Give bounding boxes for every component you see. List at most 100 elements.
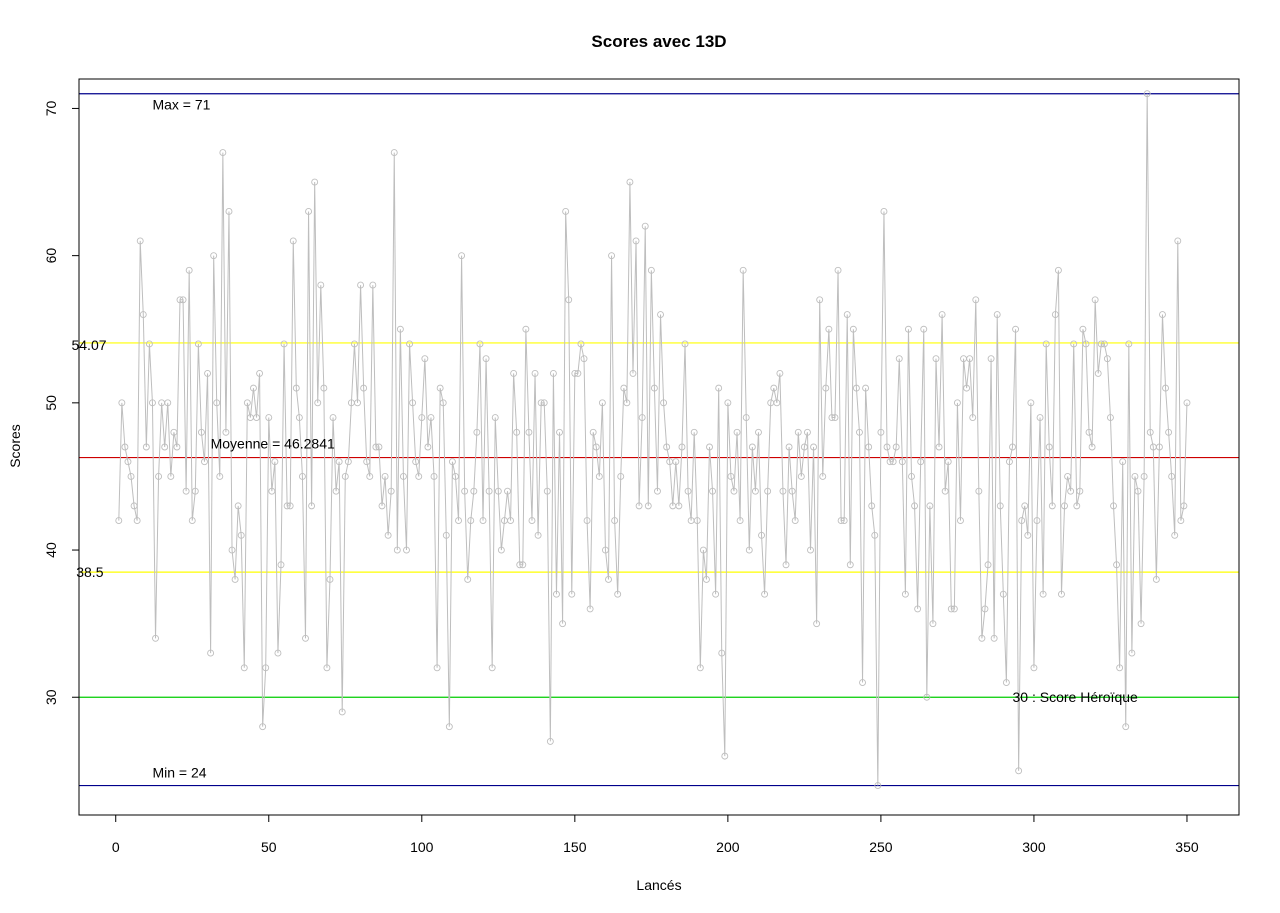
data-point: [387, 487, 395, 495]
data-point: [650, 384, 658, 392]
x-tick-label: 150: [563, 839, 587, 855]
data-point: [770, 384, 778, 392]
data-point: [329, 414, 337, 422]
x-tick-label: 200: [716, 839, 740, 855]
data-point: [1048, 502, 1056, 510]
data-point: [987, 355, 995, 363]
y-axis: 30 40 50 60 70: [43, 100, 80, 705]
data-point: [678, 443, 686, 451]
data-point: [323, 664, 331, 672]
data-point: [1033, 517, 1041, 525]
data-point: [540, 399, 548, 407]
data-point: [782, 561, 790, 569]
data-point: [292, 384, 300, 392]
data-point: [785, 443, 793, 451]
data-point: [779, 487, 787, 495]
y-tick-label: 30: [43, 689, 59, 705]
data-point: [136, 237, 144, 245]
data-point: [654, 487, 661, 495]
data-point: [862, 384, 870, 392]
data-point: [996, 502, 1004, 510]
data-point: [161, 443, 169, 451]
data-point: [1143, 90, 1151, 98]
data-point: [415, 472, 423, 480]
data-point: [228, 546, 236, 554]
data-point: [761, 590, 769, 598]
data-point: [920, 325, 928, 333]
data-point: [479, 517, 487, 525]
data-point: [525, 428, 533, 436]
data-point: [369, 281, 377, 289]
data-point: [681, 340, 689, 348]
data-point: [950, 605, 958, 613]
data-point: [1119, 458, 1127, 466]
data-point: [412, 458, 420, 466]
data-point: [485, 487, 493, 495]
data-point: [1039, 590, 1047, 598]
data-point: [638, 414, 646, 422]
data-point: [188, 517, 196, 525]
data-point: [399, 472, 407, 480]
data-point: [406, 340, 414, 348]
data-point: [234, 502, 242, 510]
data-point: [947, 605, 955, 613]
data-point: [314, 399, 322, 407]
data-point: [118, 399, 126, 407]
data-point: [626, 178, 634, 186]
data-point: [1183, 399, 1191, 407]
data-point: [243, 399, 251, 407]
data-point: [360, 384, 368, 392]
data-point: [531, 369, 539, 377]
data-point: [718, 649, 726, 657]
data-point: [130, 502, 138, 510]
data-point: [1024, 531, 1032, 539]
data-point: [164, 399, 172, 407]
data-point: [1171, 531, 1179, 539]
data-point: [742, 414, 750, 422]
data-point: [219, 149, 227, 157]
data-point: [436, 384, 444, 392]
data-point: [709, 487, 717, 495]
data-point: [559, 620, 567, 628]
data-point: [338, 708, 346, 716]
data-point: [145, 340, 153, 348]
data-point: [908, 472, 915, 480]
reference-lines: [79, 93, 1239, 787]
data-point: [706, 443, 713, 451]
data-point: [562, 208, 570, 215]
data-point: [191, 487, 199, 495]
data-point: [341, 472, 349, 480]
data-point: [803, 428, 811, 436]
data-point: [442, 531, 450, 539]
data-point: [543, 487, 551, 495]
data-point: [289, 237, 297, 245]
data-point: [1174, 237, 1182, 245]
data-point: [142, 443, 150, 451]
data-point: [807, 546, 814, 554]
data-point: [173, 443, 181, 451]
data-point: [216, 472, 224, 480]
data-point: [911, 502, 919, 510]
data-point: [1027, 399, 1035, 407]
data-point: [1061, 502, 1068, 510]
data-point: [139, 311, 147, 318]
data-point: [745, 546, 753, 554]
data-point: [1116, 664, 1124, 672]
data-point: [1002, 679, 1010, 686]
data-point: [439, 399, 447, 407]
data-point: [522, 325, 530, 333]
data-point: [237, 531, 245, 539]
data-point: [751, 487, 759, 495]
data-point: [534, 531, 542, 539]
data-point: [727, 472, 735, 480]
data-point: [124, 458, 132, 466]
data-point: [390, 149, 398, 157]
data-point: [764, 487, 772, 495]
data-point: [773, 399, 781, 407]
data-point: [1088, 443, 1096, 451]
data-point: [975, 487, 983, 495]
data-point: [277, 561, 285, 569]
x-axis-label: Lancés: [636, 877, 681, 893]
data-point: [794, 428, 802, 436]
